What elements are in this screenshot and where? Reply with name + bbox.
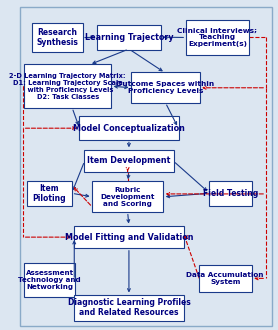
Text: Clinical Interviews;
Teaching
Experiment(s): Clinical Interviews; Teaching Experiment… <box>177 27 257 48</box>
FancyBboxPatch shape <box>74 295 184 321</box>
FancyBboxPatch shape <box>209 181 252 206</box>
Text: Research
Synthesis: Research Synthesis <box>36 28 78 48</box>
Text: Rubric
Development
and Scoring: Rubric Development and Scoring <box>100 187 155 207</box>
FancyBboxPatch shape <box>24 64 111 108</box>
Text: Item Development: Item Development <box>87 156 171 165</box>
FancyBboxPatch shape <box>199 265 252 292</box>
FancyBboxPatch shape <box>74 226 184 248</box>
Text: Data Accumulation
System: Data Accumulation System <box>187 272 264 285</box>
Text: Field Testing: Field Testing <box>203 189 258 198</box>
Text: Item
Piloting: Item Piloting <box>33 183 66 203</box>
Text: Diagnostic Learning Profiles
and Related Resources: Diagnostic Learning Profiles and Related… <box>68 298 190 317</box>
Text: Model Conceptualization: Model Conceptualization <box>73 124 185 133</box>
Text: Outcome Spaces within
Proficiency Levels: Outcome Spaces within Proficiency Levels <box>116 81 214 94</box>
Text: Learning Trajectory: Learning Trajectory <box>85 33 173 42</box>
FancyBboxPatch shape <box>92 182 163 212</box>
FancyBboxPatch shape <box>32 23 83 52</box>
Text: 2-D Learning Trajectory Matrix:
D1: Learning Trajectory Scale
  with Proficiency: 2-D Learning Trajectory Matrix: D1: Lear… <box>9 73 126 100</box>
FancyBboxPatch shape <box>24 263 75 297</box>
FancyBboxPatch shape <box>131 72 200 103</box>
FancyBboxPatch shape <box>97 25 161 50</box>
FancyBboxPatch shape <box>84 149 174 172</box>
FancyBboxPatch shape <box>27 181 72 206</box>
FancyBboxPatch shape <box>79 116 179 140</box>
Text: Model Fitting and Validation: Model Fitting and Validation <box>65 233 193 242</box>
Text: Assessment
Technology and
Networking: Assessment Technology and Networking <box>18 270 81 290</box>
FancyBboxPatch shape <box>186 20 249 54</box>
FancyBboxPatch shape <box>19 7 272 326</box>
